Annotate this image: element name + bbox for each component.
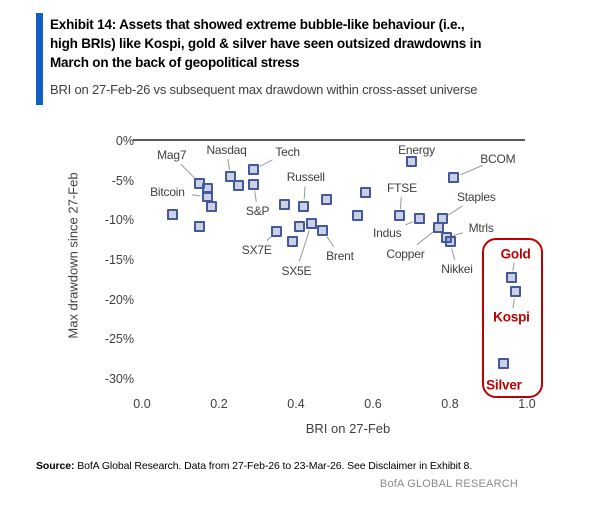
point-label-tech: Tech	[275, 144, 300, 159]
data-point-russell	[298, 200, 310, 212]
data-point-kospi	[509, 286, 521, 298]
brand-mark: BofA GLOBAL RESEARCH	[379, 478, 518, 490]
data-point	[359, 187, 371, 199]
x-tick-label: 0.6	[364, 397, 382, 411]
y-tick-label: -20%	[104, 292, 134, 307]
x-tick-label: 1.0	[518, 397, 536, 411]
y-tick-label: -10%	[104, 213, 134, 228]
source-text: BofA Global Research. Data from 27-Feb-2…	[74, 460, 473, 472]
data-point-sp	[248, 178, 260, 190]
point-label-silver: Silver	[486, 377, 522, 393]
x-tick-label: 0.2	[210, 397, 228, 411]
exhibit-subtitle: BRI on 27-Feb-26 vs subsequent max drawd…	[50, 82, 478, 97]
data-point	[194, 220, 206, 232]
point-label-mtrls: Mtrls	[468, 221, 494, 236]
x-tick-label: 0.8	[441, 397, 459, 411]
point-label-sx7e: SX7E	[241, 242, 272, 257]
data-point	[278, 199, 290, 211]
highlight-box	[482, 238, 543, 398]
data-point-mag7	[194, 177, 206, 189]
point-label-bcom: BCOM	[480, 151, 516, 166]
point-label-gold: Gold	[500, 246, 531, 262]
data-point-indus	[413, 213, 425, 225]
y-axis-title: Max drawdown since 27-Feb	[65, 172, 81, 339]
data-point-nasdaq	[225, 171, 237, 183]
point-label-russell: Russell	[286, 170, 325, 185]
accent-bar	[36, 13, 43, 105]
point-label-mag7: Mag7	[157, 148, 187, 163]
data-point	[232, 180, 244, 192]
data-point	[201, 183, 213, 195]
data-point-copper	[432, 222, 444, 234]
source-note: Source: BofA Global Research. Data from …	[36, 460, 472, 472]
data-point-tech	[248, 164, 260, 176]
data-point-sx5e	[305, 218, 317, 230]
data-point-gold	[506, 272, 518, 284]
data-point-bcom	[448, 172, 460, 184]
point-label-sx5e: SX5E	[281, 263, 312, 278]
point-label-kospi: Kospi	[493, 309, 530, 325]
x-axis-title: BRI on 27-Feb	[305, 421, 391, 436]
data-point-brent	[317, 225, 329, 237]
y-tick-label: -5%	[111, 173, 134, 188]
data-point	[205, 200, 217, 212]
data-point	[167, 209, 179, 221]
point-label-nikkei: Nikkei	[441, 261, 473, 276]
data-point-sx7e	[271, 226, 283, 238]
y-tick-label: 0%	[115, 134, 134, 148]
data-point-silver	[498, 357, 510, 369]
y-tick-label: -25%	[104, 332, 134, 347]
data-point-ftse	[394, 210, 406, 222]
data-point	[321, 193, 333, 205]
x-tick-label: 0.4	[287, 397, 305, 411]
y-tick-label: -30%	[104, 372, 134, 386]
x-axis-line	[133, 139, 525, 141]
point-label-indus: Indus	[373, 225, 402, 240]
point-label-staples: Staples	[456, 189, 496, 204]
data-point	[294, 220, 306, 232]
point-label-brent: Brent	[326, 248, 354, 263]
exhibit-title: Exhibit 14: Assets that showed extreme b…	[50, 17, 482, 70]
point-label-bitcoin: Bitcoin	[150, 184, 185, 199]
data-point-energy	[406, 155, 417, 167]
data-point-nikkei	[444, 236, 456, 248]
point-label-nasdaq: Nasdaq	[206, 142, 247, 157]
source-label: Source:	[36, 460, 75, 472]
point-label-ftse: FTSE	[387, 180, 417, 195]
data-point	[286, 236, 298, 248]
y-tick-label: -15%	[104, 253, 134, 267]
x-tick-label: 0.0	[133, 397, 151, 411]
point-label-energy: Energy	[398, 143, 435, 158]
point-label-copper: Copper	[386, 246, 425, 261]
data-point	[352, 210, 364, 222]
point-label-sp: S&P	[245, 204, 270, 219]
